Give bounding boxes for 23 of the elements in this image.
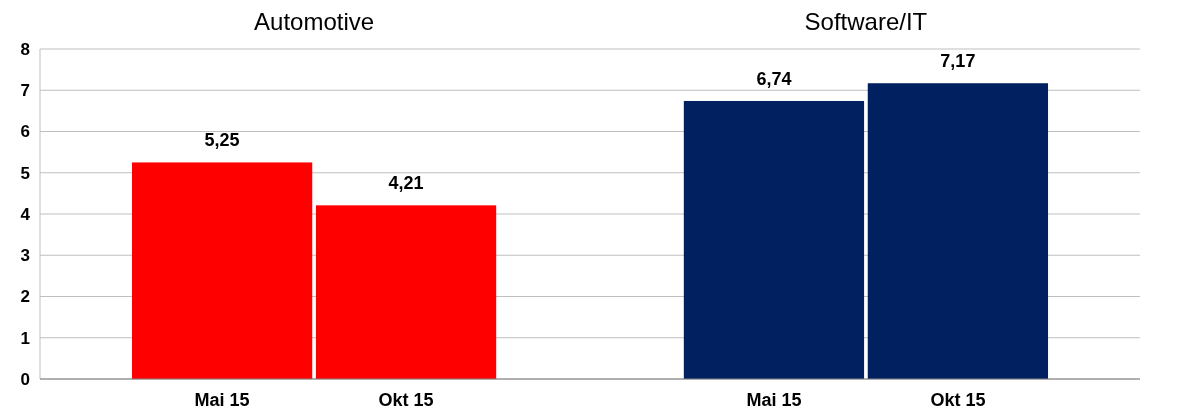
y-tick-label: 0 bbox=[20, 369, 30, 389]
y-tick-label: 2 bbox=[20, 287, 30, 307]
y-tick-label: 3 bbox=[20, 246, 30, 266]
bar bbox=[131, 162, 313, 379]
x-tick-label: Okt 15 bbox=[378, 390, 434, 410]
bar bbox=[683, 100, 865, 379]
bar bbox=[867, 83, 1049, 379]
x-tick-label: Mai 15 bbox=[194, 390, 250, 410]
data-label: 7,17 bbox=[940, 51, 976, 72]
y-tick-label: 1 bbox=[20, 328, 30, 348]
x-tick-label: Mai 15 bbox=[746, 390, 802, 410]
data-label: 5,25 bbox=[204, 130, 240, 151]
y-tick-label: 4 bbox=[20, 204, 31, 224]
data-label: 6,74 bbox=[756, 68, 792, 89]
y-tick-label: 8 bbox=[20, 39, 30, 59]
text: Automotive bbox=[254, 8, 375, 35]
bar bbox=[315, 205, 497, 379]
text: Software/IT bbox=[804, 8, 928, 35]
y-tick-label: 5 bbox=[20, 163, 30, 183]
x-tick-label: Okt 15 bbox=[930, 390, 986, 410]
data-label: 4,21 bbox=[388, 173, 424, 194]
y-tick-label: 7 bbox=[20, 81, 30, 101]
y-tick-label: 6 bbox=[20, 122, 30, 142]
